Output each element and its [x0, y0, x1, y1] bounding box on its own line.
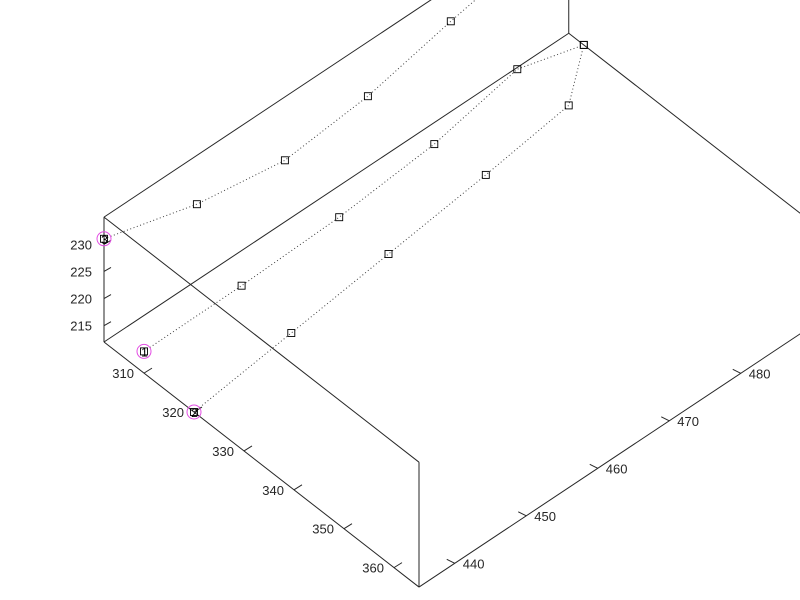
- z-tick-label-215: 215: [70, 319, 92, 334]
- data-point-marker: [237, 281, 246, 290]
- left-top-edge: [103, 216, 420, 463]
- x-axis-line: [418, 333, 800, 588]
- data-point-marker: [100, 234, 108, 243]
- series-1: 1: [136, 40, 588, 359]
- z-tick-mark-220: [103, 294, 112, 299]
- x-axis-ticks: 440450460470480490500: [446, 366, 771, 571]
- data-point-marker: [192, 200, 201, 209]
- y-tick-mark-320: [193, 406, 203, 413]
- data-point-marker: [430, 140, 439, 149]
- series-label-1: 1: [141, 345, 148, 359]
- y-tick-mark-360: [393, 562, 403, 569]
- z-tick-label-225: 225: [70, 264, 92, 279]
- series-2: 2: [186, 40, 588, 420]
- y-axis-line: [103, 341, 420, 588]
- data-point-marker: [384, 250, 393, 258]
- data-point-marker: [513, 65, 522, 74]
- axes-box: [103, 0, 800, 588]
- y-tick-mark-340: [293, 484, 303, 491]
- back-bottom-edge: [103, 32, 570, 343]
- x-tick-mark-450: [518, 511, 527, 517]
- highlight-ring-2: [186, 404, 202, 420]
- x-tick-label-460: 460: [606, 461, 628, 476]
- highlight-ring-3: [96, 231, 112, 247]
- series-line-2: [193, 44, 585, 413]
- data-point-marker: [481, 170, 490, 179]
- y-tick-mark-330: [243, 445, 253, 452]
- data-point-marker: [564, 101, 573, 110]
- x-tick-label-440: 440: [463, 556, 485, 571]
- y-tick-label-350: 350: [312, 522, 334, 537]
- y-tick-label-330: 330: [212, 444, 234, 459]
- data-point-marker: [140, 347, 148, 356]
- highlight-ring-1: [136, 343, 152, 359]
- z-tick-label-220: 220: [70, 292, 92, 307]
- series-line-1: [143, 44, 584, 352]
- right-bottom-edge: [568, 32, 800, 214]
- series-line-3: [103, 0, 477, 240]
- x-tick-mark-440: [446, 558, 455, 564]
- x-tick-label-470: 470: [677, 414, 699, 429]
- x-tick-mark-470: [661, 416, 670, 422]
- y-tick-mark-350: [343, 523, 353, 530]
- x-tick-label-450: 450: [534, 509, 556, 524]
- data-point-marker: [190, 408, 198, 416]
- series-label-2: 2: [191, 406, 198, 420]
- x-tick-mark-480: [732, 368, 741, 374]
- z-tick-mark-225: [103, 266, 112, 272]
- series-3: 3: [96, 0, 477, 247]
- y-tick-label-340: 340: [262, 483, 284, 498]
- data-point-marker: [446, 17, 455, 26]
- y-axis-ticks: 310 320 330 340 350 360: [112, 366, 403, 576]
- x-tick-mark-460: [589, 463, 598, 469]
- x-tick-label-480: 480: [749, 366, 771, 381]
- back-top-edge: [103, 0, 432, 218]
- data-point-marker: [335, 213, 344, 222]
- series-group: 3 1 2: [96, 0, 588, 420]
- series-label-3: 3: [101, 233, 108, 247]
- y-tick-label-310: 310: [112, 366, 134, 381]
- data-point-marker: [579, 40, 588, 49]
- data-point-marker: [287, 329, 296, 337]
- z-axis-ticks: 215 220 225 230: [70, 237, 112, 334]
- y-tick-label-320: 320: [162, 405, 184, 420]
- y-tick-mark-310: [143, 367, 153, 374]
- z-tick-label-230: 230: [70, 237, 92, 252]
- z-tick-mark-215: [103, 321, 112, 327]
- data-point-marker: [363, 92, 372, 101]
- y-tick-label-360: 360: [362, 561, 384, 576]
- data-point-marker: [280, 156, 289, 165]
